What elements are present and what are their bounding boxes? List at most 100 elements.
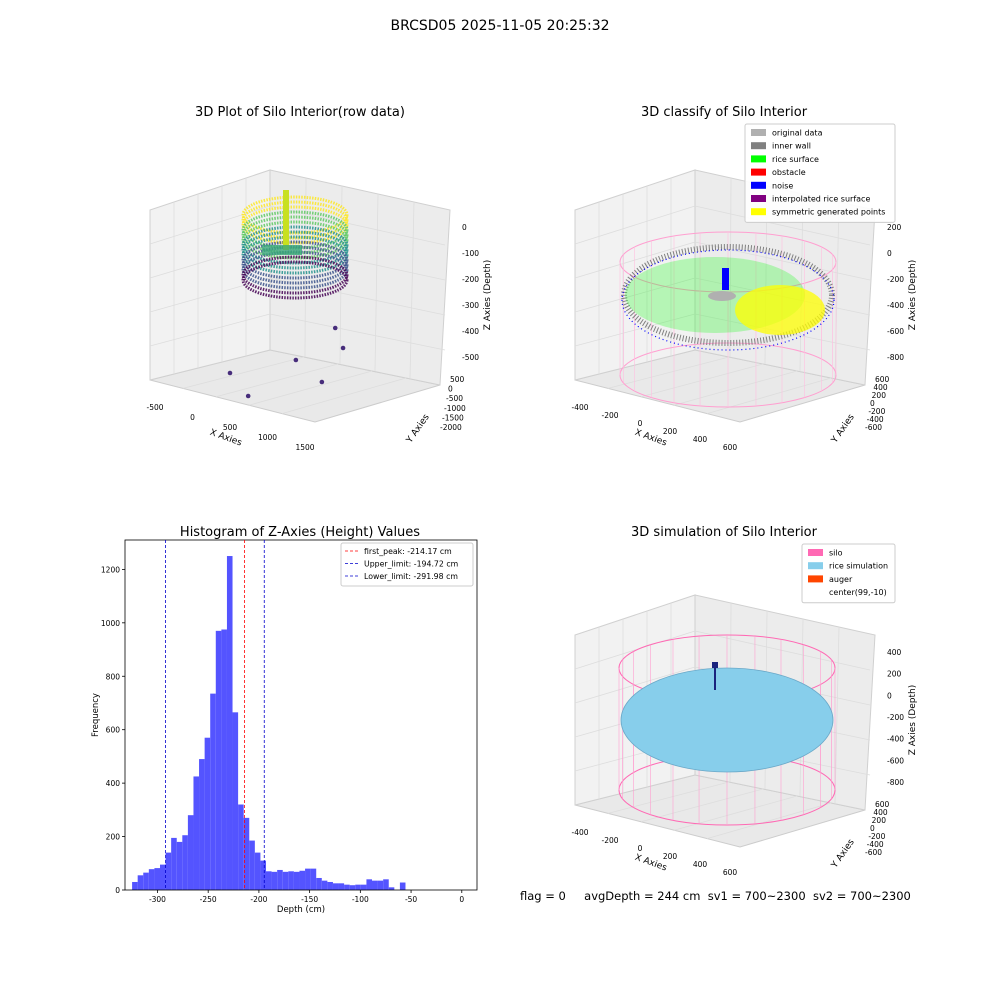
chart-histogram: Histogram of Z-Axies (Height) Values -300… (91, 525, 478, 915)
y-tick-label: 0 (448, 385, 453, 394)
histogram-bar (165, 852, 172, 890)
histogram-bar (137, 875, 144, 890)
z-tick-label: 200 (887, 223, 902, 232)
histogram-bar (176, 841, 183, 890)
y-tick-label: 200 (872, 816, 887, 825)
histogram-bar (215, 630, 222, 890)
x-tick-label: -200 (250, 895, 267, 904)
y-tick-label: -400 (867, 840, 884, 849)
y-tick-label: 0 (870, 824, 875, 833)
legend-swatch (751, 168, 766, 176)
legend-label: symmetric generated points (772, 208, 885, 217)
axes-wall-left (149, 169, 271, 381)
gridline (673, 795, 798, 831)
gridline (694, 277, 871, 316)
x-tick-label: 400 (693, 860, 708, 869)
gridline (269, 205, 446, 246)
legend-swatch (808, 562, 823, 570)
histogram-bar (221, 629, 227, 890)
histogram-bar (260, 860, 267, 890)
histogram-bar (148, 869, 155, 890)
gridline (729, 177, 732, 358)
gridline (574, 630, 696, 670)
x-tick-label: 200 (663, 852, 678, 861)
outlier-point (319, 379, 325, 385)
histogram-bar (377, 880, 384, 890)
histogram-bar (372, 880, 378, 890)
y-tick-label: 400 (873, 808, 888, 817)
y-tick-label: 200 (106, 833, 121, 842)
x-tick-label: -100 (352, 895, 369, 904)
y-tick-label: 800 (106, 672, 121, 681)
axes-wall-right (269, 169, 451, 386)
gridline (574, 666, 696, 704)
chart-title: 3D simulation of Silo Interior (631, 525, 818, 540)
z-tick-label: -100 (462, 249, 479, 258)
x-tick-label: -200 (601, 836, 618, 845)
legend-label: first_peak: -214.17 cm (364, 547, 452, 556)
z-tick-label: 400 (887, 648, 902, 657)
z-tick-label: 0 (887, 249, 892, 258)
outlier-point (245, 393, 251, 399)
gridline (574, 738, 696, 772)
histogram-bar (344, 884, 350, 890)
avg-depth-text: avgDepth = 244 cm (584, 889, 701, 903)
histogram-bar (321, 880, 328, 890)
legend-swatch (808, 588, 823, 596)
x-tick-label: -50 (405, 895, 417, 904)
x-tick-label: -200 (601, 411, 618, 420)
y-tick-label: -1000 (444, 404, 466, 413)
legend-label: inner wall (772, 142, 811, 151)
gridline (574, 241, 696, 279)
gridline (694, 241, 871, 281)
gridline (149, 277, 271, 313)
y-tick-label: 400 (106, 779, 121, 788)
x-tick-label: -300 (149, 895, 166, 904)
chart-title: 3D classify of Silo Interior (641, 105, 808, 120)
y-tick-label: 600 (875, 800, 890, 809)
x-axis-label: X Axies (633, 428, 668, 449)
gridline (339, 185, 343, 365)
y-axis-label: Y Axies (829, 837, 857, 870)
x-tick-label: 1000 (258, 433, 277, 442)
z-tick-label: -200 (887, 713, 904, 722)
histogram-bar (271, 871, 278, 890)
gridline (764, 185, 768, 365)
y-tick-label: 0 (115, 886, 120, 895)
gridline (269, 313, 446, 351)
z-tick-label: -500 (462, 353, 479, 362)
z-tick-label: 0 (887, 691, 892, 700)
legend-swatch (751, 208, 766, 216)
z-axis-label: Z Axies (Depth) (908, 260, 918, 331)
point-ring (241, 230, 349, 270)
legend-swatch (808, 549, 823, 556)
gridline (607, 781, 730, 814)
original-data-points (708, 291, 736, 301)
y-tick-label: -500 (446, 394, 463, 403)
histogram-bar (187, 815, 194, 890)
histogram-bar (388, 887, 395, 890)
status-footer: flag = 0 avgDepth = 244 cm sv1 = 700~230… (520, 889, 911, 903)
gridline (149, 313, 271, 347)
outlier-point (227, 370, 233, 376)
histogram-bar (210, 693, 216, 890)
y-axis-label: Frequency (91, 693, 101, 737)
point-ring (241, 225, 349, 265)
axes-wall-right (694, 169, 876, 386)
legend-swatch (808, 575, 823, 583)
histogram-bar (299, 870, 306, 890)
gridline (694, 313, 871, 351)
silo-bottom-ring (619, 342, 837, 408)
y-tick-label: -1500 (442, 413, 464, 422)
legend-label: rice simulation (829, 562, 888, 571)
x-tick-label: -150 (301, 895, 318, 904)
point-ring (241, 200, 349, 240)
figure-title: BRCSD05 2025-11-05 20:25:32 (390, 18, 610, 34)
point-ring (241, 215, 349, 255)
histogram-bar (332, 883, 339, 890)
legend-label: interpolated rice surface (772, 195, 870, 204)
gridline (834, 201, 840, 379)
gridline (607, 356, 730, 389)
x-tick-label: 200 (663, 427, 678, 436)
